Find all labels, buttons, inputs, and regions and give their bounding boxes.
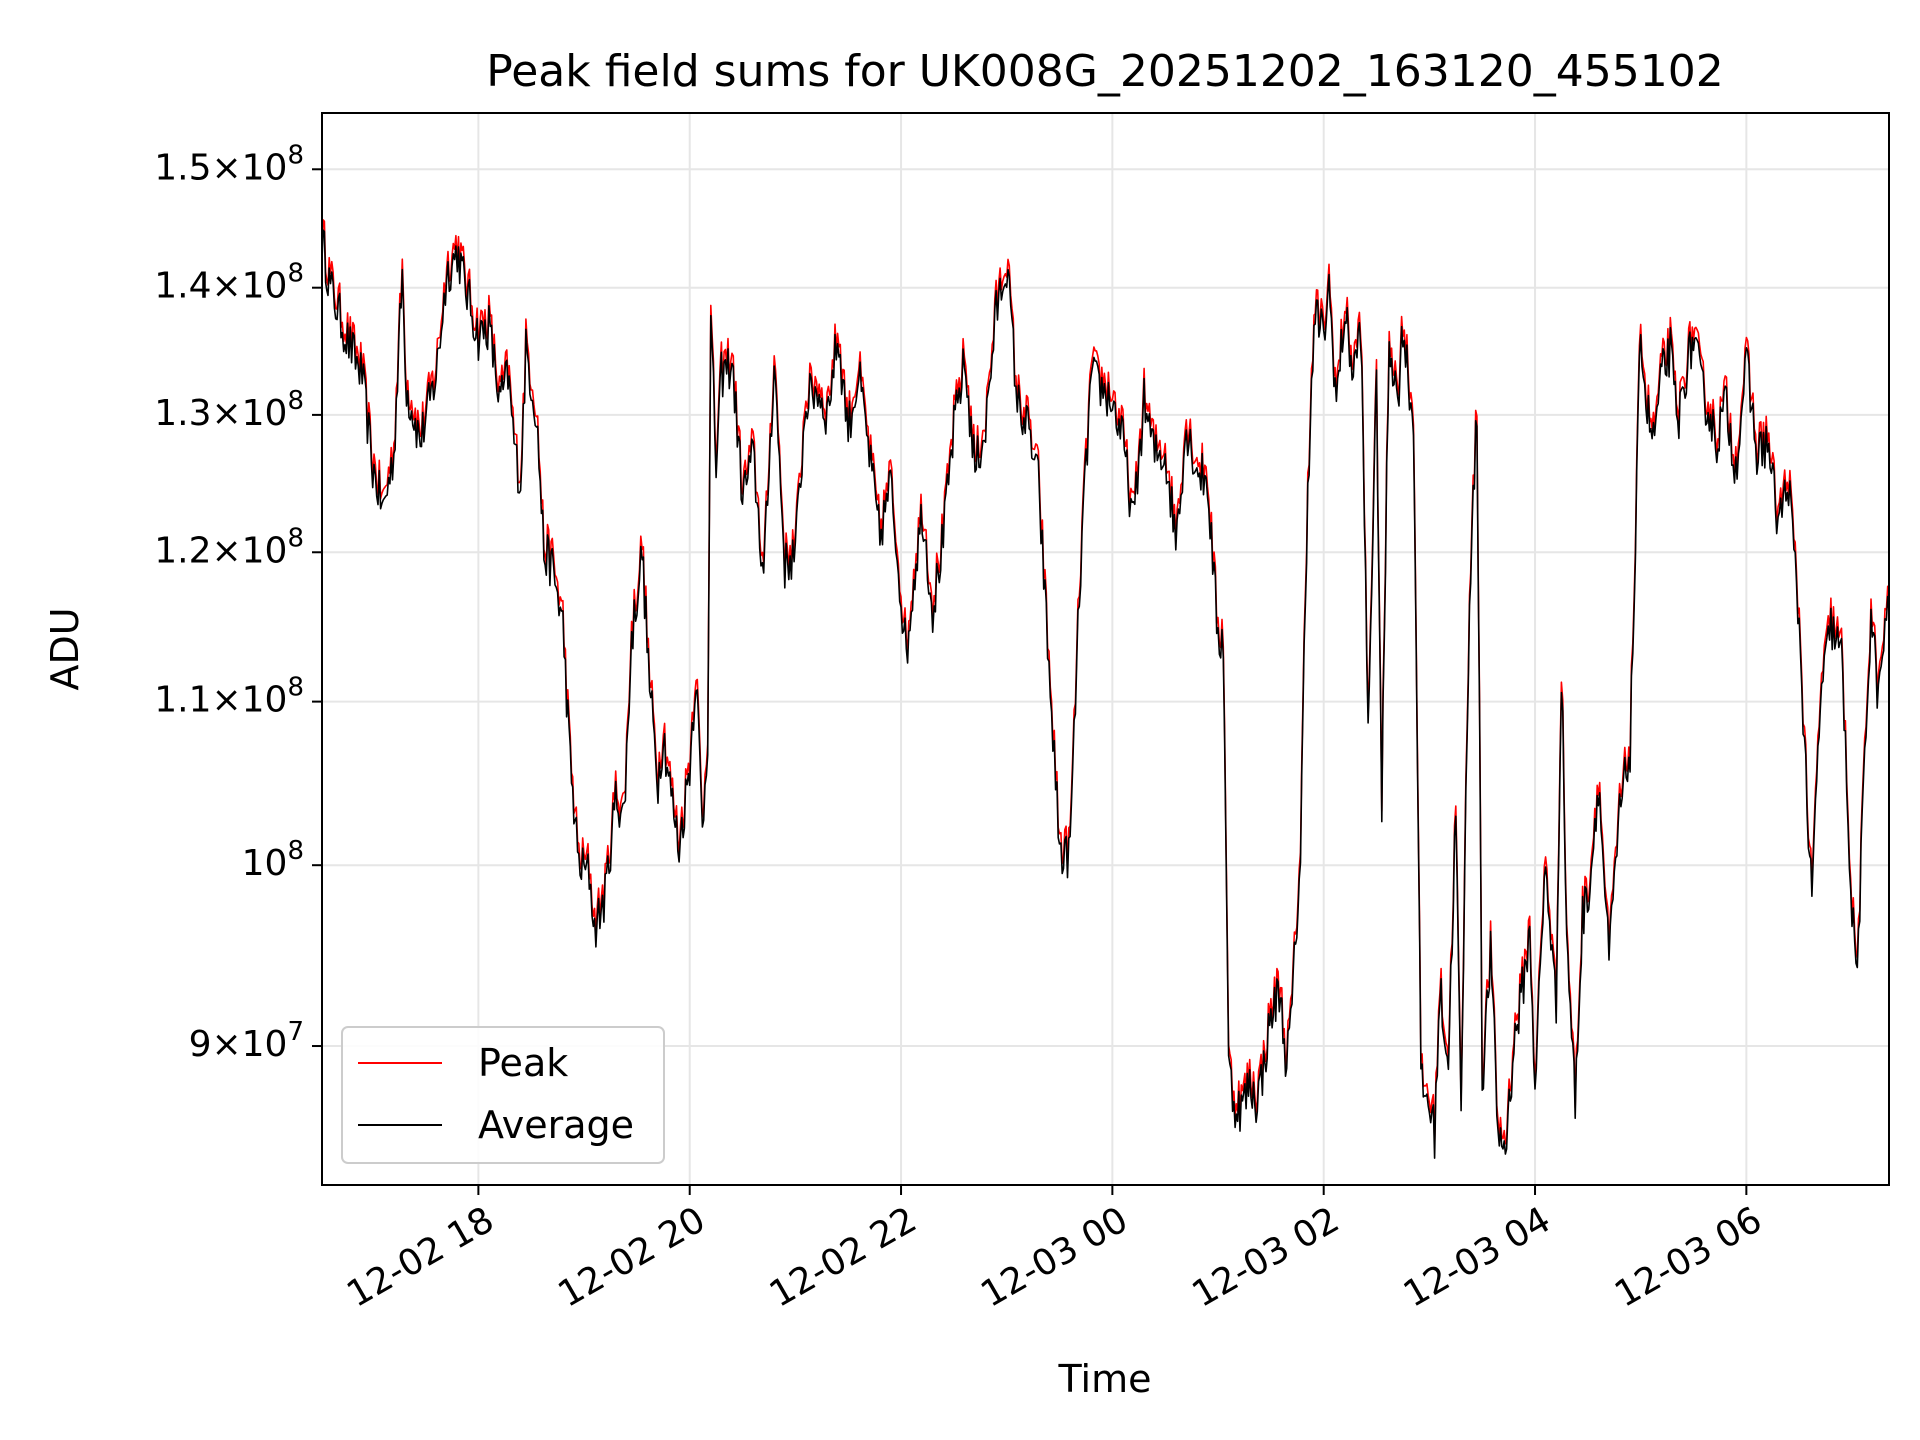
series-line-average	[322, 229, 1889, 1159]
y-axis-ticks: 9×107 108 1.1×108 1.2×108 1.3×108 1.4×108 1.5×…	[154, 140, 322, 1065]
chart-title: Peak field sums for UK008G_20251202_1631…	[486, 46, 1723, 97]
y-tick-label: 9×107	[189, 1017, 304, 1065]
legend-average-label: Average	[478, 1103, 634, 1147]
series-group	[322, 219, 1889, 1159]
y-tick-label: 1.1×108	[154, 673, 304, 721]
legend: Peak Average	[341, 1026, 665, 1164]
legend-box	[341, 1026, 665, 1164]
grid-lines	[322, 113, 1889, 1185]
x-axis-label: Time	[1058, 1357, 1152, 1401]
y-tick-label: 108	[242, 836, 304, 884]
y-axis-label: ADU	[43, 607, 87, 690]
y-tick-label: 1.3×108	[154, 386, 304, 434]
y-tick-label: 1.5×108	[154, 140, 304, 188]
y-tick-label: 1.2×108	[154, 523, 304, 571]
y-tick-label: 1.4×108	[154, 259, 304, 307]
legend-peak-label: Peak	[478, 1041, 568, 1085]
plot-frame	[321, 112, 1890, 1186]
